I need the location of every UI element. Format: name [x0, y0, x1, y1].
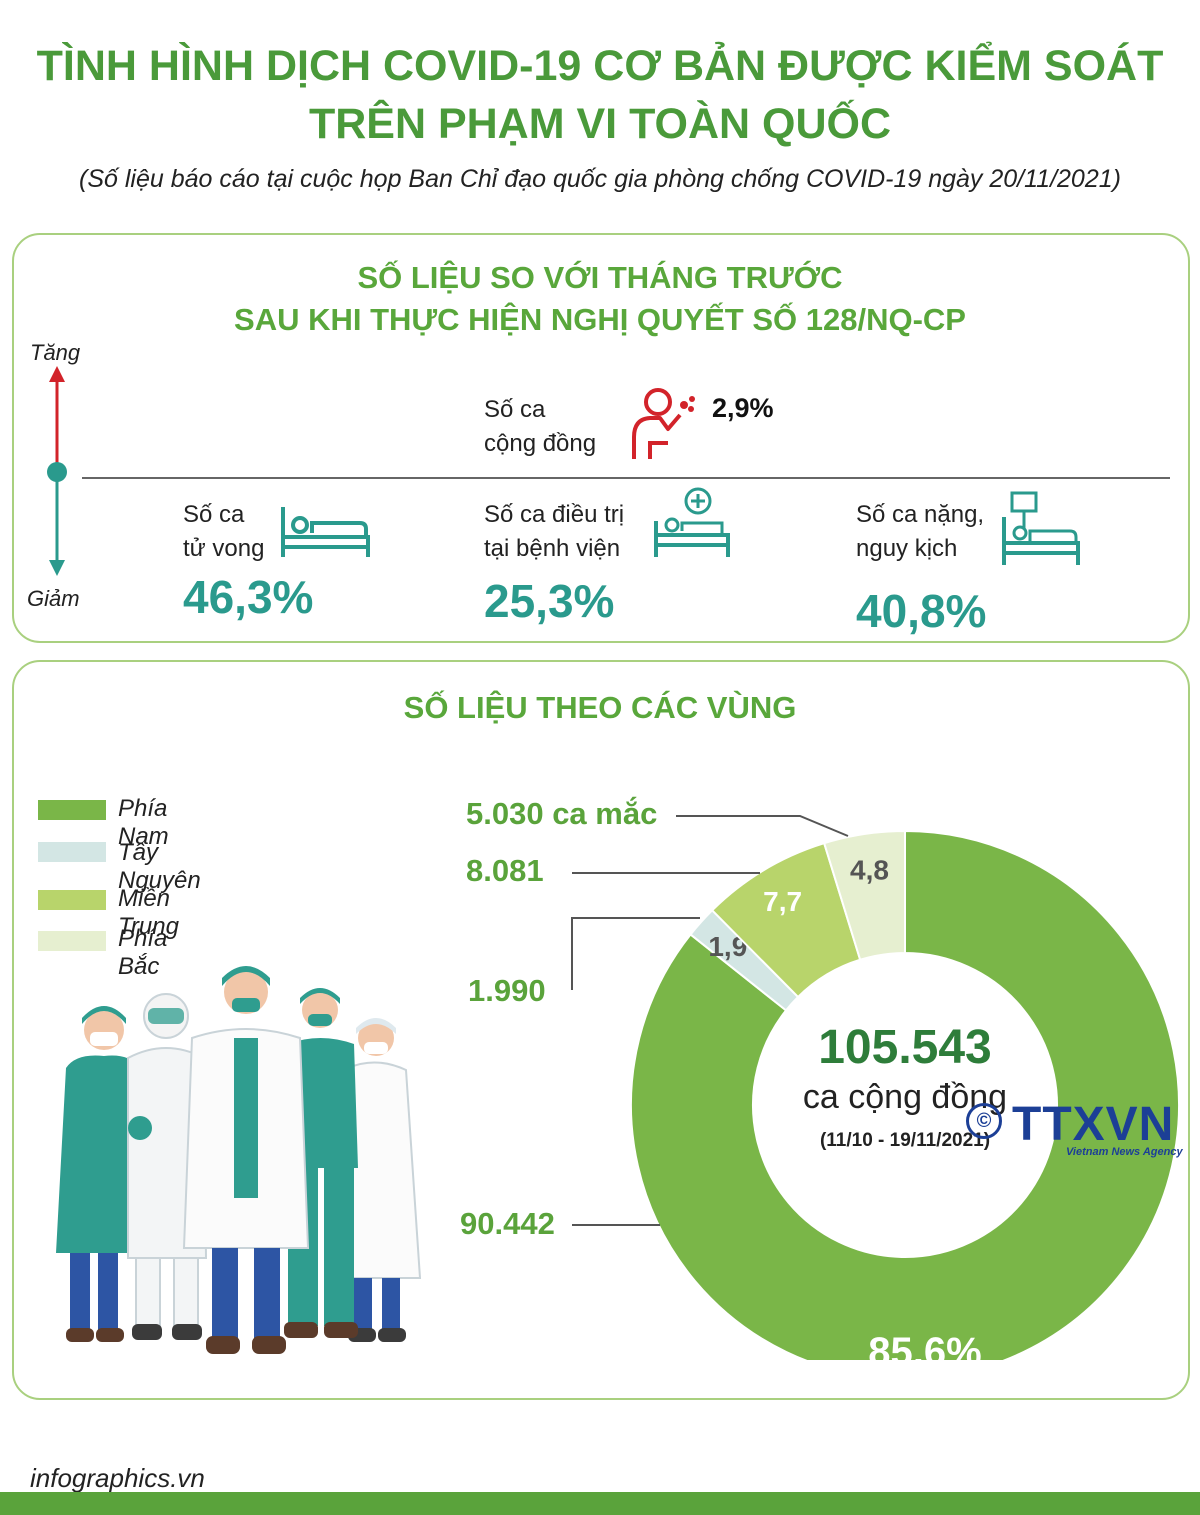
legend-swatch-south: [38, 800, 106, 820]
callout-highlands: 1.990: [468, 973, 546, 1008]
legend-label-highlands: Tây Nguyên: [118, 839, 201, 894]
page-subtitle: (Số liệu báo cáo tại cuộc họp Ban Chỉ đạ…: [79, 165, 1121, 193]
center-period: (11/10 - 19/11/2021): [819, 1130, 991, 1151]
callout-line-north: [676, 815, 849, 837]
axis-origin-dot: [47, 462, 67, 482]
axis-up-label: Tăng: [30, 340, 81, 365]
callout-south: 90.442: [460, 1206, 555, 1241]
hospital-value: 25,3%: [484, 575, 615, 627]
ttxvn-logo: TTXVN: [1012, 1098, 1175, 1151]
slice-north-label: 4,8: [850, 855, 889, 886]
callout-north: 5.030 ca mắc: [466, 796, 658, 831]
change-axis: [47, 366, 1170, 576]
regions-donut-chart: 85,6%1,97,74,8: [630, 829, 1180, 1360]
doctor-figure-center: [182, 966, 310, 1354]
legend-label-south: Phía Nam: [118, 795, 169, 850]
donut-hole: [753, 953, 1057, 1257]
medical-workers-illustration: [56, 966, 422, 1354]
hospital-bed-icon: [654, 487, 730, 557]
center-total-label: ca cộng đồng: [802, 1078, 1008, 1116]
deaths-label-line1: Số ca: [183, 501, 245, 528]
center-total-value: 105.543: [818, 1021, 992, 1074]
deaths-label-line2: tử vong: [183, 535, 265, 562]
legend-swatch-central: [38, 890, 106, 910]
legend-swatch-north: [38, 931, 106, 951]
doctor-figure-right: [334, 1018, 422, 1342]
axis-down-label: Giảm: [27, 586, 80, 611]
increase-arrowhead: [49, 366, 65, 382]
icu-bed-icon: [1002, 491, 1080, 565]
legend-swatch-highlands: [38, 842, 106, 862]
community-value: 2,9%: [712, 393, 774, 423]
severe-label-line1: Số ca nặng,: [856, 501, 985, 528]
ttxvn-agency-name: Vietnam News Agency: [1066, 1146, 1183, 1158]
page-title-line1: TÌNH HÌNH DỊCH COVID-19 CƠ BẢN ĐƯỢC KIỂM…: [36, 42, 1164, 90]
decrease-arrowhead: [49, 560, 65, 576]
regions-title: SỐ LIỆU THEO CÁC VÙNG: [403, 690, 797, 725]
comparison-panel: [12, 233, 1190, 643]
slice-central-label: 7,7: [763, 886, 802, 917]
hospital-label-line1: Số ca điều trị: [484, 501, 625, 528]
community-label-line1: Số ca: [484, 396, 546, 423]
slice-south-label: 85,6%: [868, 1330, 981, 1360]
copyright-icon: ©: [966, 1103, 1002, 1139]
coughing-person-icon: [632, 388, 695, 459]
legend-label-north: Phía Bắc: [118, 925, 168, 980]
callout-line-highlands: [571, 917, 700, 990]
site-url: infographics.vn: [30, 1463, 205, 1493]
page-title-line2: TRÊN PHẠM VI TOÀN QUỐC: [308, 100, 892, 148]
comparison-title-line2: SAU KHI THỰC HIỆN NGHỊ QUYẾT SỐ 128/NQ-C…: [234, 302, 966, 337]
severe-value: 40,8%: [856, 585, 987, 637]
footer-bar: [0, 1492, 1200, 1515]
deaths-value: 46,3%: [183, 571, 314, 623]
bed-patient-icon: [281, 507, 370, 557]
comparison-title-line1: SỐ LIỆU SO VỚI THÁNG TRƯỚC: [357, 260, 843, 295]
callout-central: 8.081: [466, 853, 544, 888]
hospital-label-line2: tại bệnh viện: [484, 535, 621, 562]
legend-label-central: Miền Trung: [118, 885, 179, 940]
severe-label-line2: nguy kịch: [856, 535, 958, 562]
nurse-figure: [56, 1006, 144, 1342]
community-label-line2: cộng đồng: [484, 430, 597, 457]
